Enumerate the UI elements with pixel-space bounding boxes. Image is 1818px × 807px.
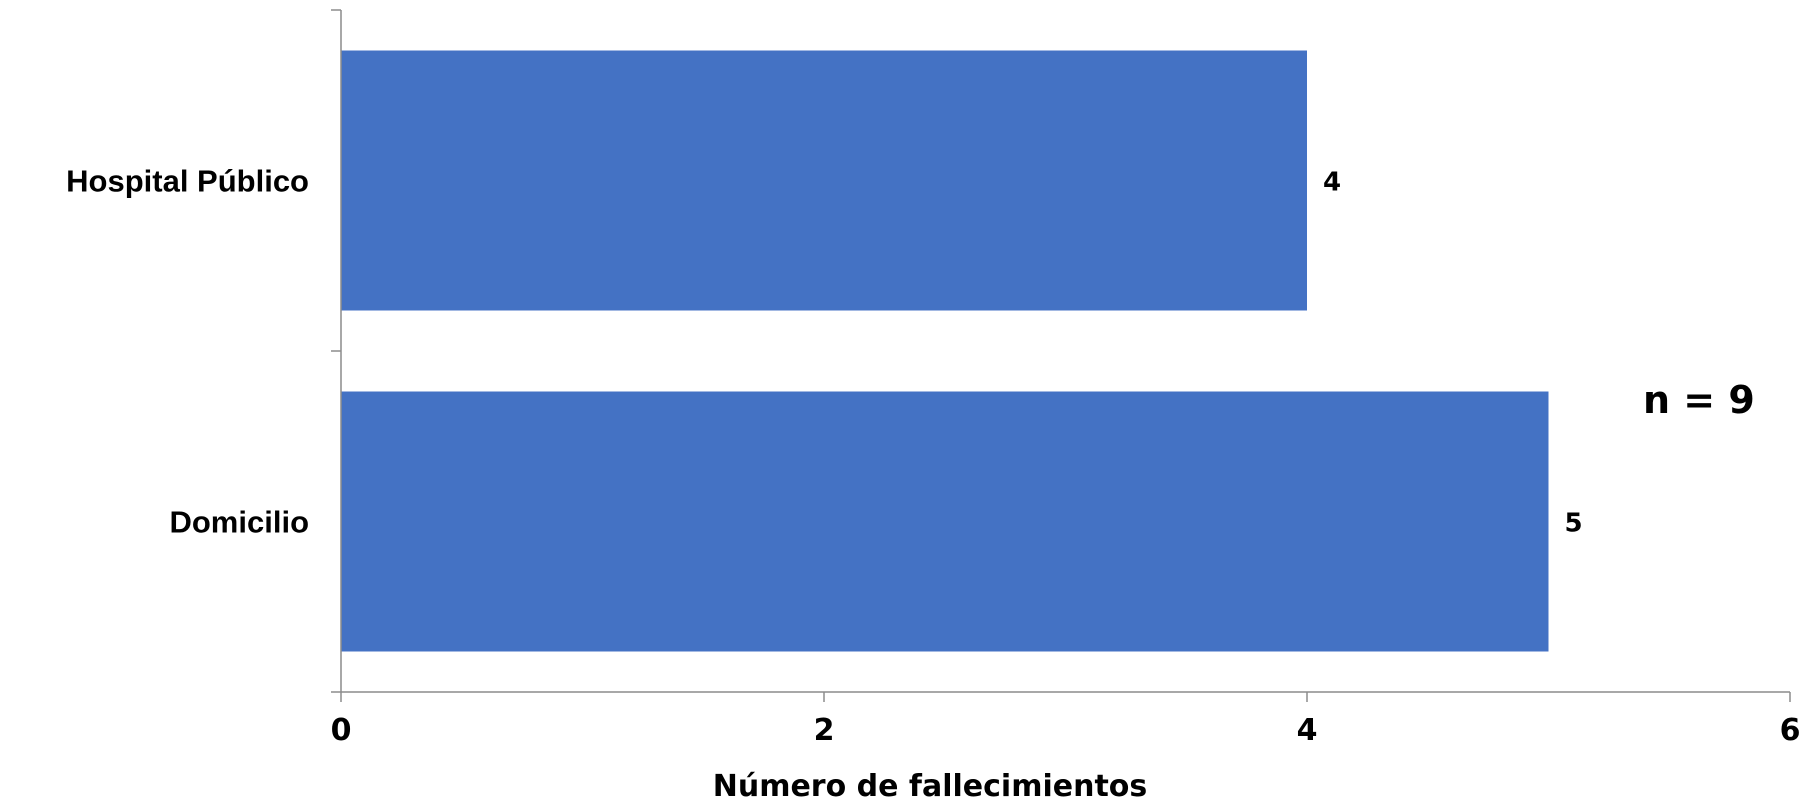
- sample-size-annotation: n = 9: [1643, 378, 1755, 422]
- data-label: 5: [1565, 509, 1583, 539]
- plot-area: Hospital Público 4 Domicilio 5 0 2 4 6: [66, 9, 1801, 748]
- x-tick-label: 6: [1780, 713, 1801, 748]
- bar: [341, 391, 1549, 652]
- data-label: 4: [1323, 168, 1341, 198]
- category-label: Hospital Público: [66, 164, 309, 199]
- x-tick-label: 4: [1297, 713, 1318, 748]
- category-label: Domicilio: [169, 505, 309, 540]
- bar: [341, 50, 1307, 311]
- x-axis-title: Número de fallecimientos: [713, 769, 1148, 804]
- x-tick-label: 0: [331, 713, 352, 748]
- x-tick-label: 2: [814, 713, 835, 748]
